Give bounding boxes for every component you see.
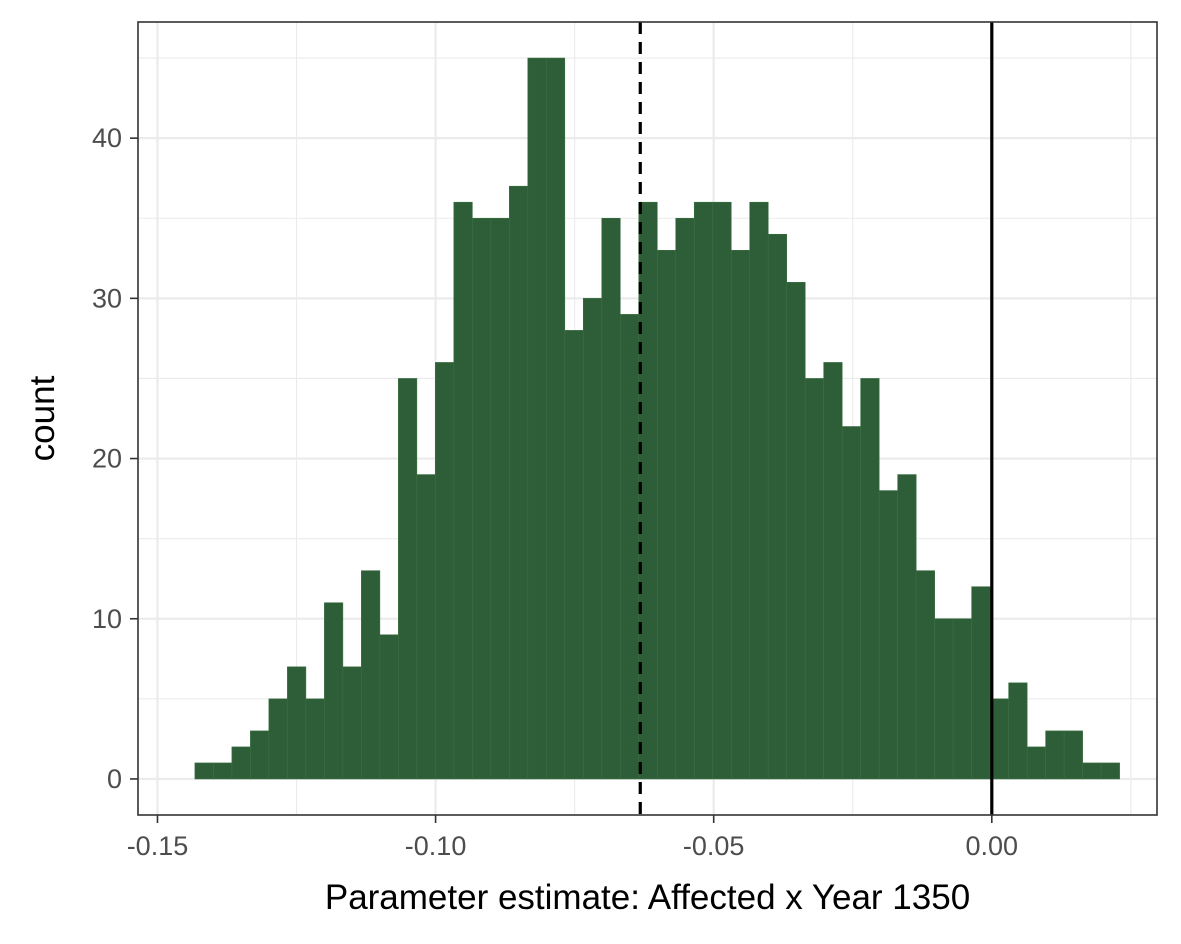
histogram-bar: [287, 666, 307, 780]
histogram-bar: [194, 762, 214, 780]
histogram-bar: [786, 282, 806, 780]
histogram-bar: [361, 570, 381, 780]
histogram-bar: [1063, 730, 1083, 780]
histogram-bar: [860, 378, 880, 780]
histogram-bar: [693, 201, 714, 780]
histogram-bar: [453, 201, 473, 780]
histogram-bar: [730, 249, 751, 780]
histogram-bar: [749, 201, 769, 780]
histogram-bar: [656, 249, 677, 780]
histogram-bar: [952, 618, 972, 780]
x-tick-label: -0.15: [127, 831, 189, 861]
histogram-bar: [213, 762, 233, 780]
histogram-bar: [1026, 746, 1046, 780]
histogram-bar: [268, 698, 288, 780]
histogram-bar: [435, 362, 455, 780]
histogram-bar: [416, 474, 436, 780]
y-tick-label: 40: [92, 123, 122, 153]
reference-lines: [638, 22, 994, 815]
histogram-bar: [1100, 762, 1120, 780]
histogram-bar: [619, 314, 640, 780]
histogram-bar: [379, 634, 399, 780]
histogram-bar: [582, 298, 603, 780]
y-tick-label: 30: [92, 283, 122, 313]
histogram-bar: [934, 618, 954, 780]
histogram-bar: [527, 57, 547, 780]
x-tick-label: -0.10: [405, 831, 467, 861]
histogram-bar: [804, 378, 825, 780]
histogram-bar: [509, 185, 529, 780]
histogram-bars: [194, 57, 1120, 780]
histogram-bar: [545, 57, 566, 780]
histogram-bar: [324, 602, 344, 780]
histogram-bar: [1045, 730, 1065, 780]
y-tick-label: 0: [107, 764, 122, 794]
histogram-bar: [398, 378, 418, 780]
histogram-bar: [250, 730, 270, 780]
histogram-bar: [601, 217, 621, 780]
x-tick-label: -0.05: [683, 831, 745, 861]
histogram-bar: [675, 217, 695, 780]
y-axis-title: count: [23, 375, 62, 461]
histogram-bar: [823, 362, 843, 780]
y-tick-label: 10: [92, 604, 122, 634]
histogram-bar: [971, 586, 991, 780]
y-tick-label: 20: [92, 444, 122, 474]
histogram-bar: [712, 201, 732, 780]
panel-border: [137, 21, 1158, 816]
histogram-bar: [767, 233, 788, 780]
histogram-bar: [305, 698, 325, 780]
histogram-bar: [472, 217, 492, 780]
x-axis: -0.15 -0.10 -0.05 0.00: [127, 815, 1018, 861]
histogram-bar: [1082, 762, 1102, 780]
histogram-bar: [342, 666, 362, 780]
histogram-bar: [897, 474, 917, 780]
y-axis: 0 10 20 30 40: [92, 123, 138, 794]
histogram-bar: [878, 490, 898, 780]
histogram-bar: [490, 217, 510, 780]
histogram-bar: [915, 570, 935, 780]
x-axis-title: Parameter estimate: Affected x Year 1350: [325, 878, 970, 917]
histogram-bar: [564, 330, 584, 780]
x-tick-label: 0.00: [966, 831, 1019, 861]
histogram-bar: [1008, 682, 1028, 780]
histogram-bar: [231, 746, 251, 780]
histogram-bar: [841, 426, 862, 780]
